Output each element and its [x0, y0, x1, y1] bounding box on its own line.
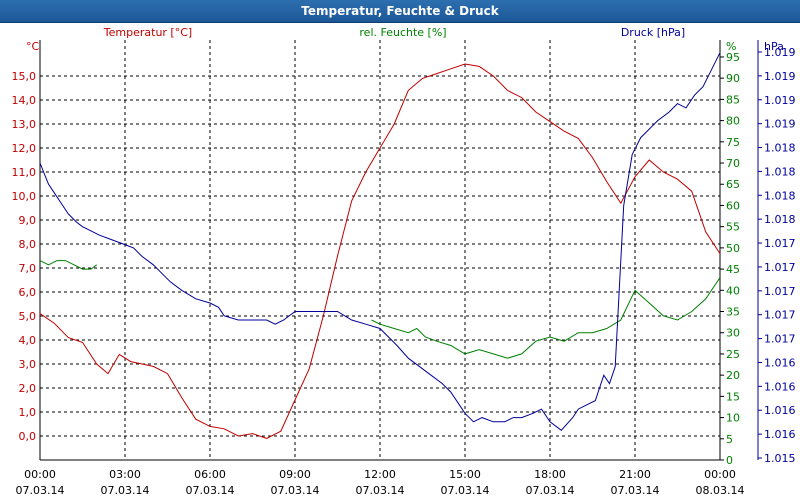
series [39, 52, 721, 439]
right-tick-label: 60 [726, 199, 740, 212]
pressure-tick-label: 1.016 [764, 380, 796, 393]
x-tick-date: 07.03.14 [441, 484, 490, 497]
x-tick-date: 07.03.14 [611, 484, 660, 497]
right-tick-label: 65 [726, 178, 740, 191]
x-tick-time: 06:00 [194, 468, 226, 481]
left-tick-label: 14,0 [12, 94, 37, 107]
right-unit: % [726, 40, 736, 53]
pressure-tick-label: 1.019 [764, 46, 796, 59]
grid [40, 40, 720, 460]
x-tick-time: 15:00 [449, 468, 481, 481]
right-tick-label: 90 [726, 72, 740, 85]
right-tick-label: 40 [726, 284, 740, 297]
humidity-line [39, 260, 98, 270]
right-tick-label: 10 [726, 412, 740, 425]
x-tick-date: 07.03.14 [356, 484, 405, 497]
left-tick-label: 15,0 [12, 70, 37, 83]
x-tick-time: 21:00 [619, 468, 651, 481]
right-tick-label: 5 [726, 433, 733, 446]
left-tick-label: 7,0 [19, 262, 37, 275]
x-tick-time: 18:00 [534, 468, 566, 481]
pressure-tick-label: 1.018 [764, 213, 796, 226]
right-tick-label: 15 [726, 390, 740, 403]
x-axis: 00:00 07.03.14 03:00 07.03.14 06:00 07.03.14 0… [16, 468, 745, 497]
right-tick-label: 95 [726, 51, 740, 64]
pressure-tick-label: 1.017 [764, 237, 796, 250]
left-tick-label: 5,0 [19, 310, 37, 323]
pressure-tick-label: 1.016 [764, 428, 796, 441]
x-tick-date: 07.03.14 [101, 484, 150, 497]
right-tick-label: 85 [726, 93, 740, 106]
x-tick-time: 03:00 [109, 468, 141, 481]
left-tick-label: 9,0 [19, 214, 37, 227]
pressure-tick-label: 1.019 [764, 118, 796, 131]
left-tick-label: 12,0 [12, 142, 37, 155]
right-tick-label: 55 [726, 221, 740, 234]
chart-title: Temperatur, Feuchte & Druck [0, 0, 800, 23]
pressure-tick-label: 1.019 [764, 94, 796, 107]
pressure-tick-label: 1.015 [764, 452, 796, 465]
x-tick-time: 12:00 [364, 468, 396, 481]
pressure-tick-label: 1.017 [764, 261, 796, 274]
pressure-tick-label: 1.018 [764, 189, 796, 202]
pressure-tick-label: 1.017 [764, 309, 796, 322]
pressure-tick-label: 1.016 [764, 404, 796, 417]
left-tick-label: 0,0 [19, 430, 37, 443]
x-tick-time: 00:00 [24, 468, 56, 481]
right-tick-label: 25 [726, 348, 740, 361]
right-tick-label: 35 [726, 306, 740, 319]
left-tick-label: 13,0 [12, 118, 37, 131]
pressure-header: Druck [hPa] [621, 26, 685, 39]
axis-frame [39, 40, 759, 461]
left-tick-label: 8,0 [19, 238, 37, 251]
right-tick-label: 50 [726, 242, 740, 255]
pressure-unit: hPa [764, 40, 784, 53]
left-tick-label: 1,0 [19, 406, 37, 419]
pressure-tick-label: 1.017 [764, 333, 796, 346]
humidity-header: rel. Feuchte [%] [359, 26, 446, 39]
pressure-line [39, 52, 721, 431]
left-tick-label: 3,0 [19, 358, 37, 371]
left-tick-label: 4,0 [19, 334, 37, 347]
right-axis-humidity: 0 5 10 15 20 25 30 35 40 45 50 55 60 65 70 75 80 85 90 95 [720, 51, 740, 467]
x-tick-date: 07.03.14 [271, 484, 320, 497]
right-tick-label: 0 [726, 454, 733, 467]
x-tick-date: 07.03.14 [186, 484, 235, 497]
right-tick-label: 70 [726, 157, 740, 170]
axis-headers: °C Temperatur [°C] rel. Feuchte [%] Druck [… [26, 26, 784, 53]
x-tick-date: 07.03.14 [16, 484, 65, 497]
left-tick-label: 11,0 [12, 166, 37, 179]
left-unit: °C [26, 40, 40, 53]
left-tick-label: 6,0 [19, 286, 37, 299]
right-axis-pressure: 1.015 1.016 1.016 1.016 1.016 1.017 1.017 1.017… [758, 46, 796, 465]
x-tick-date: 07.03.14 [526, 484, 575, 497]
pressure-tick-label: 1.019 [764, 70, 796, 83]
left-tick-label: 10,0 [12, 190, 37, 203]
pressure-tick-label: 1.017 [764, 285, 796, 298]
x-tick-time: 09:00 [279, 468, 311, 481]
right-tick-label: 45 [726, 263, 740, 276]
temperature-header: Temperatur [°C] [103, 26, 192, 39]
temperature-line [39, 63, 721, 439]
humidity-line [371, 277, 721, 359]
x-tick-date: 08.03.14 [696, 484, 745, 497]
right-tick-label: 20 [726, 369, 740, 382]
right-tick-label: 80 [726, 115, 740, 128]
pressure-tick-label: 1.018 [764, 142, 796, 155]
pressure-tick-label: 1.018 [764, 165, 796, 178]
pressure-tick-label: 1.016 [764, 356, 796, 369]
right-tick-label: 75 [726, 136, 740, 149]
left-tick-label: 2,0 [19, 382, 37, 395]
x-tick-time: 00:00 [704, 468, 736, 481]
right-tick-label: 30 [726, 327, 740, 340]
left-axis: 0,0 1,0 2,0 3,0 4,0 5,0 6,0 7,0 8,0 9,0 10,0 11,0 12… [12, 70, 37, 443]
